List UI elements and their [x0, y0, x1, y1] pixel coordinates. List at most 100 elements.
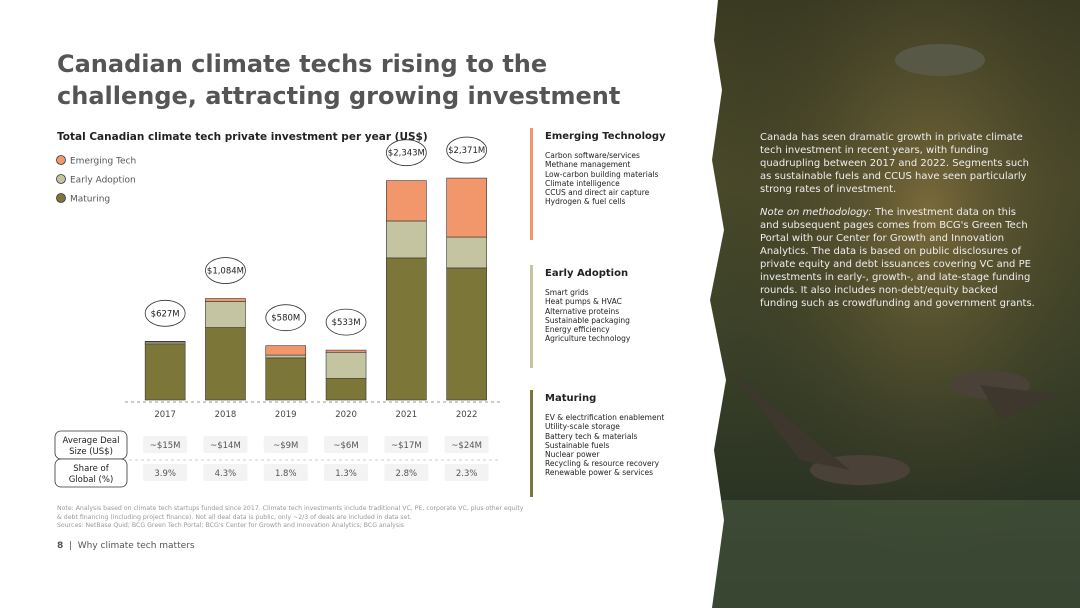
bar-segment — [325, 349, 367, 353]
total-bubble — [265, 304, 307, 332]
segment-item: Low-carbon building materials — [545, 169, 659, 179]
segment-item: Agriculture technology — [545, 334, 631, 344]
total-label: $2,371M — [448, 146, 485, 156]
row-label-line: Size (US$) — [69, 447, 113, 457]
row-label: Share of Global (%) — [69, 464, 114, 485]
footnote-line: Note: Analysis based on climate tech sta… — [57, 505, 524, 512]
bar-segment — [265, 345, 307, 356]
bar-segment — [446, 177, 487, 238]
segment-bar — [530, 128, 533, 240]
section: Why climate tech matters — [77, 541, 195, 551]
page-number: 8 — [57, 541, 64, 551]
x-tick-label: 2018 — [215, 410, 237, 420]
table-value: 2.3% — [456, 469, 478, 479]
segment: Early Adoption Smart grids Heat pumps & HV… — [545, 268, 631, 344]
table-cell — [203, 436, 248, 453]
segment-item: Battery tech & materials — [545, 431, 638, 441]
bar-segment — [386, 180, 427, 222]
table-value: ~$17M — [391, 441, 422, 451]
photo — [700, 0, 1080, 608]
segment-item: Sustainable packaging — [545, 315, 630, 325]
table-value: ~$14M — [210, 441, 241, 451]
segment-item: Hydrogen & fuel cells — [545, 197, 626, 207]
bar-segment — [144, 341, 186, 343]
footnote-line: Sources: NetBase Quid; BCG Green Tech Po… — [57, 522, 405, 529]
table-value: 3.9% — [154, 469, 176, 479]
title: Canadian climate techs rising to the cha… — [57, 50, 621, 110]
legend-swatch — [56, 193, 66, 203]
total-bubble — [325, 308, 367, 336]
segment-bar — [530, 390, 533, 497]
bar-segment — [205, 301, 246, 328]
segment-item: Recycling & resource recovery — [545, 459, 660, 469]
paragraph: Canada has seen dramatic growth in priva… — [760, 132, 1029, 195]
total-bubble — [385, 139, 427, 167]
segment-item: Heat pumps & HVAC — [545, 297, 622, 307]
table-value: 2.8% — [396, 469, 418, 479]
segment-item: Smart grids — [545, 288, 589, 298]
total-label: $533M — [332, 318, 361, 328]
bar-segment — [325, 351, 367, 379]
legend-label: Emerging Tech — [70, 157, 136, 167]
legend-swatch — [56, 155, 66, 165]
legend-label: Early Adoption — [70, 176, 136, 186]
segment-item: CCUS and direct air capture — [545, 188, 650, 198]
note-text: The investment data on this and subseque… — [760, 207, 1035, 309]
chart: Total Canadian climate tech private inve… — [54, 131, 500, 488]
paragraph: Note on methodology: The investment data… — [760, 206, 1035, 310]
table-value: 1.3% — [335, 469, 357, 479]
x-tick-label: 2021 — [396, 410, 418, 420]
segment-heading: Early Adoption — [545, 268, 629, 279]
photo-art — [700, 0, 1080, 608]
total-label: $1,084M — [207, 267, 244, 277]
table-value: 1.8% — [275, 469, 297, 479]
chart-title: Total Canadian climate tech private inve… — [57, 131, 428, 143]
x-tick-label: 2022 — [456, 410, 478, 420]
segment-item: Methane management — [545, 160, 631, 170]
bar-segment — [325, 378, 367, 401]
segment-bar — [530, 265, 533, 368]
segment-item: Carbon software/services — [545, 151, 640, 161]
total-bubble — [446, 136, 488, 164]
segment: Emerging Technology Carbon software/servi… — [545, 131, 666, 207]
total-bubble — [144, 299, 186, 327]
legend-swatch — [56, 174, 66, 184]
note-label: Note on methodology: — [760, 207, 872, 218]
bar-segment — [265, 354, 307, 359]
bar-segment — [144, 343, 186, 401]
segment-heading: Emerging Technology — [545, 131, 666, 142]
table-cell — [384, 436, 429, 453]
table-cell — [384, 464, 429, 481]
total-label: $580M — [271, 314, 300, 324]
segment-item: Energy efficiency — [545, 325, 610, 335]
table-cell — [203, 464, 248, 481]
table-cell — [263, 464, 308, 481]
row-label-box — [54, 458, 128, 488]
table-cell — [143, 436, 188, 453]
body-text: Canada has seen dramatic growth in priva… — [760, 131, 1035, 320]
total-bubble — [205, 257, 246, 284]
segment-item: Utility-scale storage — [545, 422, 620, 432]
row-label-line: Global (%) — [69, 475, 114, 485]
footnote-line: & debt financing (including project fina… — [57, 513, 412, 521]
total-label: $2,343M — [388, 149, 425, 159]
total-label: $627M — [151, 309, 180, 319]
bar-segment — [386, 257, 427, 401]
row-label-line: Share of — [73, 464, 109, 474]
table-cell — [444, 436, 489, 453]
table-cell — [324, 464, 369, 481]
bar-segment — [265, 357, 307, 401]
bar-segment — [446, 267, 487, 401]
segment-item: Climate intelligence — [545, 178, 620, 188]
legend-label: Maturing — [70, 195, 110, 205]
row-label-line: Average Deal — [63, 436, 120, 446]
segment-item: EV & electrification enablement — [545, 413, 665, 423]
segment: Maturing EV & electrification enablement U… — [545, 393, 665, 478]
row-label: Average Deal Size (US$) — [63, 436, 120, 457]
table-cell — [263, 436, 308, 453]
table-value: ~$15M — [150, 441, 181, 451]
segment-heading: Maturing — [545, 393, 597, 404]
bar-segment — [386, 220, 427, 259]
segment-item: Alternative proteins — [545, 306, 620, 316]
footnote: Note: Analysis based on climate tech sta… — [57, 505, 523, 531]
